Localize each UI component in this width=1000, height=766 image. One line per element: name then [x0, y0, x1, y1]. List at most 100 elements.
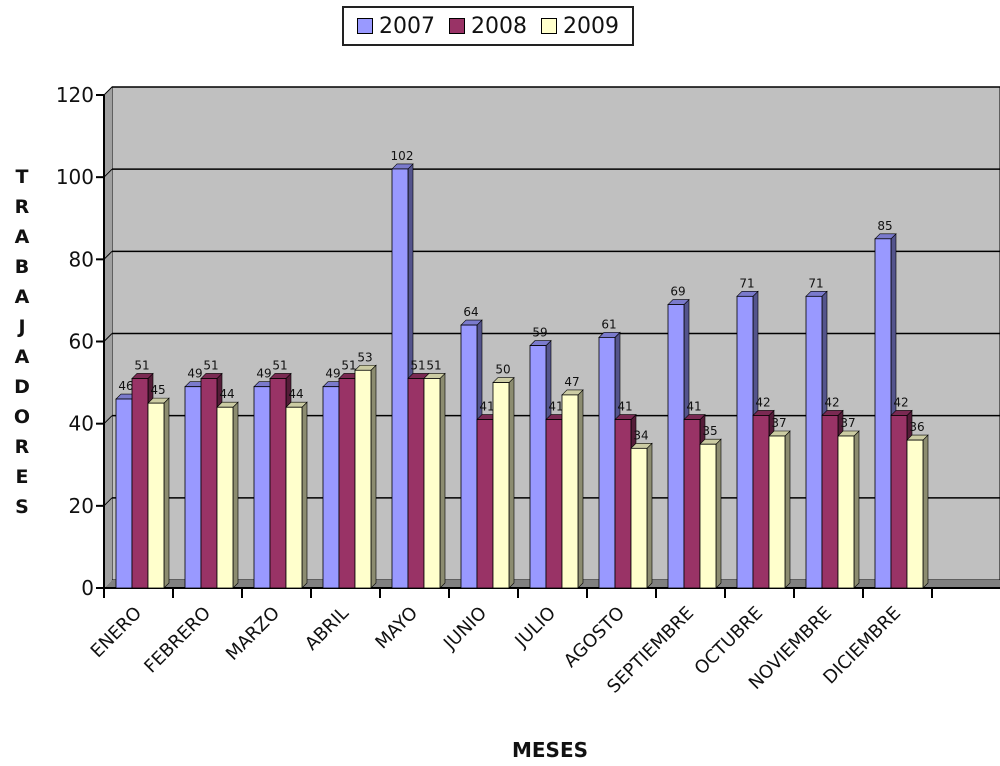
x-tick-label: AGOSTO	[560, 603, 629, 672]
x-tick-label: ABRIL	[301, 603, 353, 655]
bar-side	[646, 442, 653, 589]
bar-side	[922, 434, 929, 589]
bar	[492, 382, 510, 589]
bar	[131, 378, 149, 589]
gridline-depth	[103, 333, 113, 342]
gridline-depth	[103, 168, 113, 178]
y-axis-label-letter: B	[14, 256, 30, 278]
bar-side	[163, 397, 170, 589]
legend-label-2007: 2007	[379, 13, 435, 39]
bar	[545, 419, 563, 589]
data-label: 46	[118, 379, 133, 393]
data-label: 51	[272, 358, 287, 372]
data-label: 44	[219, 387, 234, 401]
data-label: 41	[686, 400, 701, 414]
bar-side	[577, 389, 584, 589]
data-label: 42	[755, 395, 770, 409]
bar-side	[370, 364, 377, 589]
bar	[630, 447, 648, 589]
data-label: 53	[357, 350, 372, 364]
legend-swatch-2008	[449, 18, 465, 34]
bar	[147, 402, 165, 589]
bar	[837, 435, 855, 589]
data-label: 50	[495, 363, 510, 377]
x-tick-label: MARZO	[222, 603, 284, 665]
bar	[614, 419, 632, 589]
legend-item-2009: 2009	[541, 14, 619, 39]
bar	[253, 386, 271, 589]
bar	[423, 378, 441, 589]
y-axis-label-letter: A	[14, 286, 30, 308]
gridline-depth	[103, 497, 113, 507]
x-tick-label: JULIO	[511, 603, 560, 652]
data-label: 51	[341, 358, 356, 372]
data-label: 44	[288, 387, 303, 401]
bar	[683, 419, 701, 589]
data-label: 37	[840, 416, 855, 430]
bar	[460, 324, 478, 589]
data-label: 42	[824, 395, 839, 409]
bar	[752, 415, 770, 589]
y-axis-label-letter: A	[14, 346, 30, 368]
y-tick-label: 120	[56, 83, 94, 107]
bar	[906, 439, 924, 589]
legend: 2007 2008 2009	[342, 6, 634, 46]
bar-side	[301, 401, 308, 589]
y-axis-label-letter: T	[15, 166, 29, 188]
x-tick-label: FEBRERO	[140, 603, 215, 678]
y-axis-label-letter: R	[14, 436, 30, 458]
bar	[216, 406, 234, 589]
y-axis-label-letter: A	[14, 226, 30, 248]
bar	[338, 378, 356, 589]
y-tick-label: 20	[69, 494, 94, 518]
bar	[407, 378, 425, 589]
y-tick-label: 0	[81, 576, 94, 600]
legend-item-2008: 2008	[449, 14, 527, 39]
data-label: 34	[633, 428, 648, 442]
bar	[699, 443, 717, 589]
y-axis-label-letter: J	[18, 316, 26, 338]
data-label: 49	[325, 367, 340, 381]
y-axis-label-letter: D	[14, 376, 30, 398]
bar	[561, 394, 579, 589]
data-label: 49	[256, 367, 271, 381]
bar-side	[853, 430, 860, 589]
bar	[768, 435, 786, 589]
bar	[821, 415, 839, 589]
data-label: 51	[426, 358, 441, 372]
y-tick-label: 80	[69, 247, 94, 271]
data-label: 102	[391, 149, 414, 163]
bar-side	[508, 376, 515, 589]
x-tick-label: MAYO	[371, 603, 422, 654]
data-label: 35	[702, 424, 717, 438]
bar	[476, 419, 494, 589]
data-label: 51	[410, 358, 425, 372]
legend-label-2009: 2009	[563, 13, 619, 39]
bar	[805, 295, 823, 589]
bar-side	[784, 430, 791, 589]
y-axis-label-letter: O	[13, 406, 31, 428]
data-label: 36	[909, 420, 924, 434]
data-label: 69	[670, 285, 685, 299]
gridline-depth	[103, 415, 113, 425]
data-label: 51	[134, 358, 149, 372]
bar	[890, 415, 908, 589]
bar	[391, 168, 409, 589]
legend-label-2008: 2008	[471, 13, 527, 39]
data-label: 61	[601, 317, 616, 331]
bar	[736, 295, 754, 589]
gridline-depth	[103, 86, 113, 96]
data-label: 59	[532, 326, 547, 340]
data-label: 41	[617, 400, 632, 414]
bar-side	[439, 372, 446, 589]
bar	[667, 304, 685, 589]
y-axis-label-letter: R	[14, 196, 30, 218]
bar	[354, 369, 372, 589]
bar	[322, 386, 340, 589]
bar-side	[715, 438, 722, 589]
y-tick-label: 100	[56, 165, 94, 189]
y-axis-label-letter: S	[15, 496, 29, 518]
gridline-depth	[103, 250, 113, 260]
